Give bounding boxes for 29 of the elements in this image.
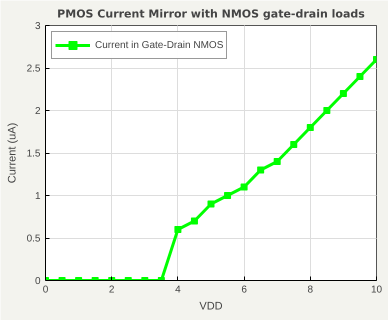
y-tick-label: 1.5: [26, 148, 41, 160]
y-tick-label: 0: [34, 276, 41, 287]
y-tick-label: 1: [34, 191, 41, 202]
y-tick-label: 0.5: [26, 234, 41, 244]
x-axis-title: VDD: [199, 300, 223, 312]
point: [290, 141, 298, 148]
y-axis-title: Current (uA): [6, 122, 19, 184]
point: [306, 124, 314, 131]
point: [274, 158, 281, 165]
x-tick-label: 6: [241, 284, 248, 296]
y-tick-label: 3: [34, 21, 41, 32]
point: [356, 73, 364, 80]
point: [224, 192, 232, 199]
point: [323, 107, 330, 114]
point: [208, 200, 214, 208]
x-tick-label: 10: [370, 284, 382, 296]
legend-label: Current in Gate-Drain NMOS: [95, 40, 224, 50]
point: [174, 226, 182, 233]
x-tick-label: 4: [175, 284, 182, 296]
x-tick-label: 0: [42, 284, 49, 296]
point: [240, 184, 248, 190]
point: [257, 166, 264, 174]
x-tick-label: 8: [308, 284, 314, 296]
chart-title: PMOS Current Mirror with NMOS gate-drain loads: [57, 8, 366, 20]
point: [190, 218, 198, 224]
point: [340, 90, 347, 97]
y-tick-label: 2: [34, 106, 41, 117]
y-tick-label: 2.5: [26, 64, 41, 74]
x-tick-label: 2: [108, 284, 115, 296]
